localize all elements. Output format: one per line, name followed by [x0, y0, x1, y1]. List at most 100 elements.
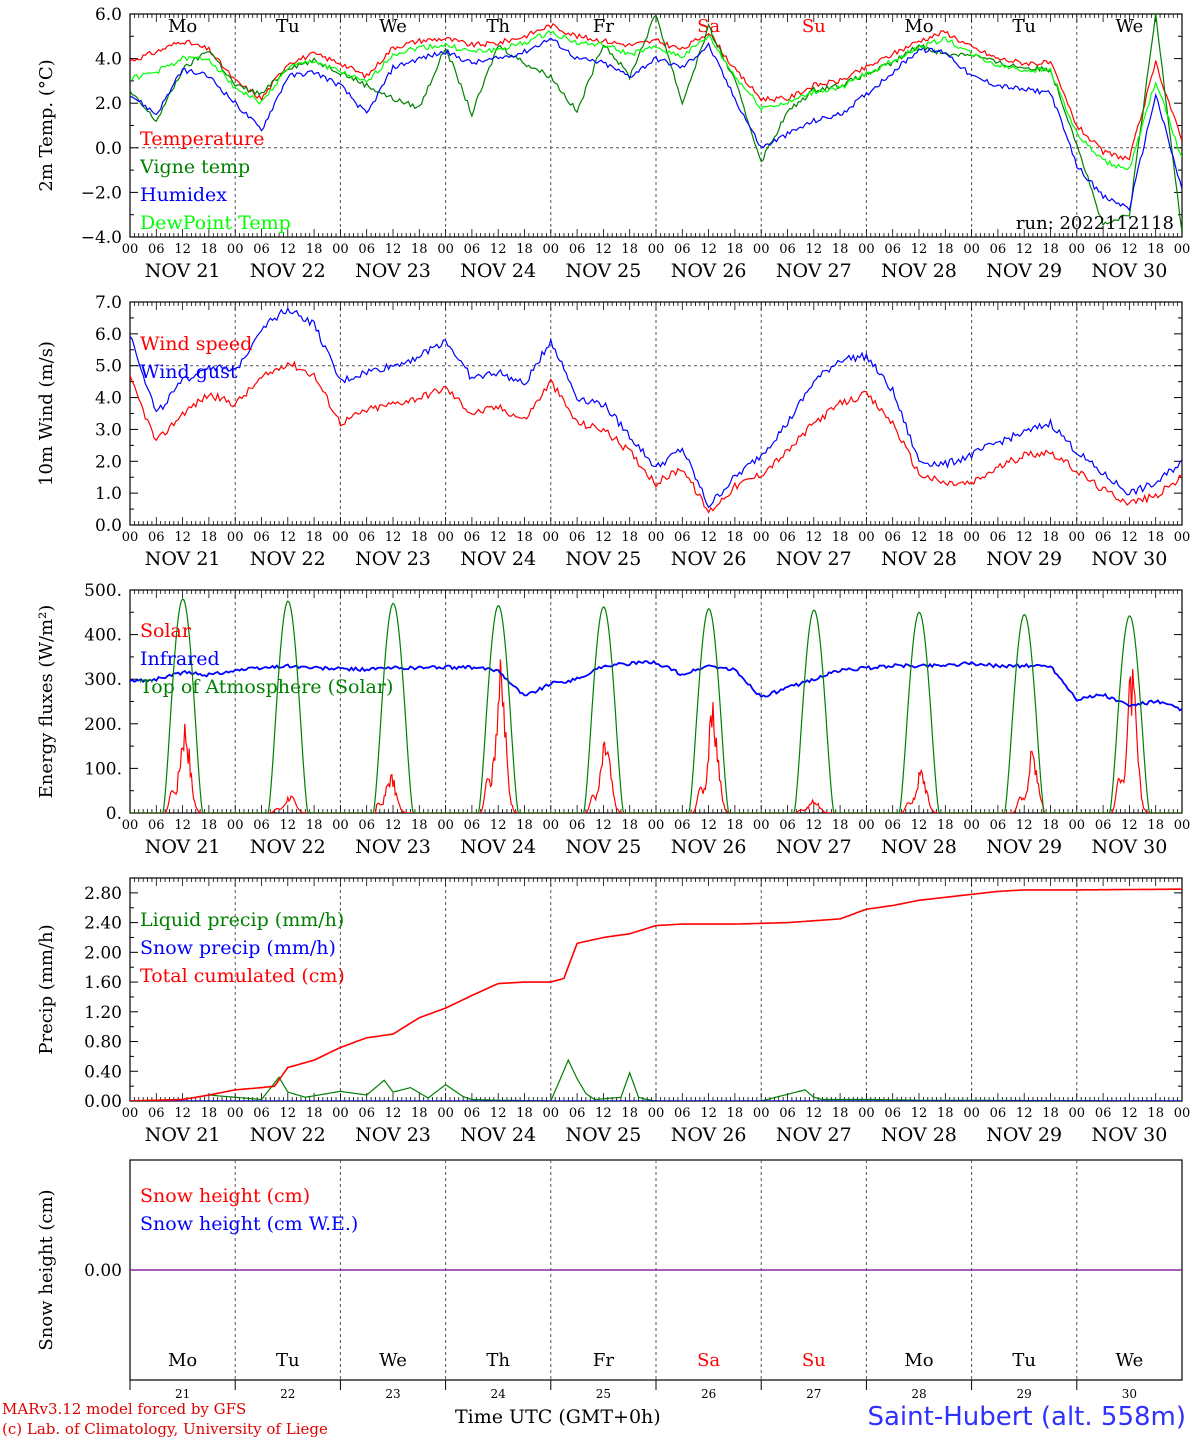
- y-tick-label: 300.: [84, 670, 122, 690]
- day-number-label: 25: [596, 1387, 611, 1401]
- hour-tick-label: 06: [464, 818, 481, 833]
- hour-tick-label: 00: [1069, 1106, 1086, 1121]
- hour-tick-label: 00: [963, 530, 980, 545]
- day-number-label: 28: [911, 1387, 926, 1401]
- weekday-label: Tu: [276, 16, 300, 37]
- date-label: NOV 21: [145, 1124, 221, 1146]
- date-label: NOV 22: [250, 260, 326, 282]
- hour-tick-label: 18: [1042, 242, 1059, 257]
- hour-tick-label: 06: [358, 818, 375, 833]
- hour-tick-label: 18: [832, 530, 849, 545]
- hour-tick-label: 12: [1121, 530, 1138, 545]
- legend-entry: Humidex: [140, 184, 227, 206]
- hour-tick-label: 12: [806, 530, 823, 545]
- hour-tick-label: 18: [727, 1106, 744, 1121]
- weekday-label: Mo: [904, 1350, 933, 1371]
- hour-tick-label: 06: [464, 1106, 481, 1121]
- hour-tick-label: 00: [543, 242, 560, 257]
- date-label: NOV 28: [881, 548, 957, 570]
- day-number-label: 26: [701, 1387, 716, 1401]
- hour-tick-label: 12: [280, 1106, 297, 1121]
- date-label: NOV 21: [145, 260, 221, 282]
- hour-tick-label: 00: [1174, 530, 1191, 545]
- hour-tick-label: 12: [174, 818, 191, 833]
- hour-tick-label: 18: [1042, 530, 1059, 545]
- date-label: NOV 22: [250, 836, 326, 858]
- day-number-label: 24: [491, 1387, 507, 1401]
- hour-tick-label: 12: [490, 818, 507, 833]
- hour-tick-label: 06: [674, 818, 691, 833]
- hour-tick-label: 00: [1069, 530, 1086, 545]
- series-line-temperature: [130, 23, 1182, 161]
- hour-tick-label: 00: [332, 1106, 349, 1121]
- hour-tick-label: 12: [280, 242, 297, 257]
- hour-tick-label: 06: [884, 818, 901, 833]
- y-tick-label: 2.0: [95, 452, 122, 472]
- hour-tick-label: 12: [1016, 530, 1033, 545]
- hour-tick-label: 06: [569, 1106, 586, 1121]
- y-tick-label: 6.0: [95, 5, 122, 25]
- y-tick-label: 4.0: [95, 389, 122, 409]
- weekday-label: Tu: [1012, 16, 1036, 37]
- hour-tick-label: 00: [648, 530, 665, 545]
- hour-tick-label: 12: [911, 1106, 928, 1121]
- date-label: NOV 25: [565, 548, 641, 570]
- hour-tick-label: 12: [700, 242, 717, 257]
- hour-tick-label: 06: [148, 1106, 165, 1121]
- hour-tick-label: 06: [464, 530, 481, 545]
- hour-tick-label: 06: [253, 818, 270, 833]
- date-label: NOV 26: [671, 548, 747, 570]
- y-tick-label: 7.0: [95, 293, 122, 313]
- hour-tick-label: 00: [332, 242, 349, 257]
- y-tick-label: 0.: [106, 804, 122, 824]
- hour-tick-label: 00: [227, 1106, 244, 1121]
- y-tick-label: 0.80: [84, 1033, 122, 1053]
- hour-tick-label: 00: [648, 1106, 665, 1121]
- weekday-label: Mo: [168, 1350, 197, 1371]
- panel-temperature: 6.0 4.0 2.0 0.0 −2.0 −4.0 2m Temp. (°C) 00 06 12 1…: [36, 5, 1190, 282]
- date-label: NOV 21: [145, 548, 221, 570]
- hour-tick-label: 12: [385, 818, 402, 833]
- y-axis-label: Precip (mm/h): [36, 924, 57, 1054]
- hour-tick-label: 06: [779, 1106, 796, 1121]
- date-label: NOV 27: [776, 260, 852, 282]
- date-label: NOV 26: [671, 1124, 747, 1146]
- hour-tick-label: 06: [148, 818, 165, 833]
- legend-entry: Temperature: [140, 128, 264, 150]
- hour-tick-label: 12: [806, 242, 823, 257]
- model-credit-text: MARv3.12 model forced by GFS: [2, 1400, 247, 1418]
- hour-tick-label: 06: [1095, 1106, 1112, 1121]
- hour-tick-label: 12: [806, 1106, 823, 1121]
- hour-tick-label: 00: [122, 818, 139, 833]
- panel-frame: [129, 589, 1183, 814]
- date-label: NOV 29: [986, 836, 1062, 858]
- hour-tick-label: 00: [648, 242, 665, 257]
- hour-tick-label: 18: [516, 1106, 533, 1121]
- legend-entry: Snow height (cm W.E.): [140, 1213, 358, 1235]
- hour-tick-label: 06: [884, 1106, 901, 1121]
- hour-tick-label: 18: [516, 818, 533, 833]
- hour-tick-label: 00: [227, 242, 244, 257]
- hour-tick-label: 18: [727, 530, 744, 545]
- y-tick-label: 4.0: [95, 50, 122, 70]
- hour-tick-label: 18: [727, 242, 744, 257]
- y-tick-label: 0.00: [84, 1092, 122, 1112]
- hour-tick-label: 06: [569, 242, 586, 257]
- hour-tick-label: 18: [621, 1106, 638, 1121]
- hour-tick-label: 06: [253, 530, 270, 545]
- weekday-label: We: [1116, 16, 1144, 37]
- y-tick-label: −2.0: [81, 183, 122, 203]
- legend-entry: Infrared: [140, 648, 220, 670]
- date-label: NOV 22: [250, 548, 326, 570]
- hour-tick-label: 00: [543, 1106, 560, 1121]
- weekday-label: Sa: [697, 1350, 720, 1371]
- panel-frame: [129, 301, 1183, 526]
- weekday-label: Fr: [593, 16, 614, 37]
- weekday-label: Th: [486, 16, 510, 37]
- hour-tick-label: 12: [385, 1106, 402, 1121]
- hour-tick-label: 00: [437, 530, 454, 545]
- hour-tick-label: 06: [148, 530, 165, 545]
- y-tick-label: 3.0: [95, 420, 122, 440]
- hour-tick-label: 06: [990, 242, 1007, 257]
